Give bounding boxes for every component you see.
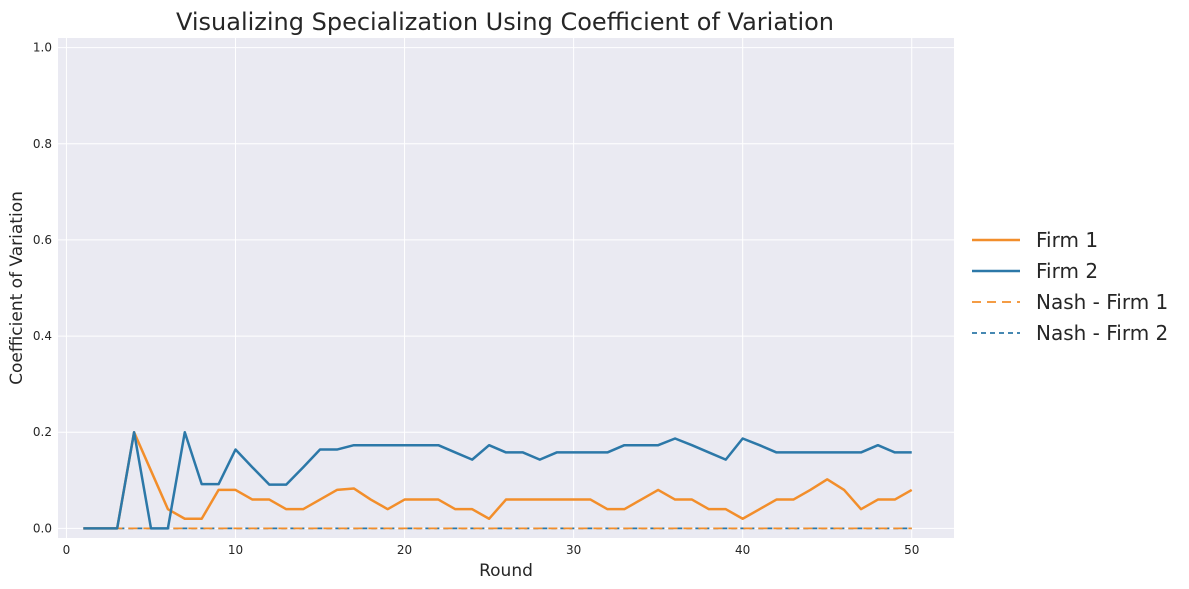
y-tick-label: 1.0 [33, 41, 52, 55]
x-tick-label: 20 [397, 543, 412, 557]
series-lines [83, 430, 913, 530]
x-tick-label: 0 [63, 543, 71, 557]
plot-area [58, 38, 954, 538]
legend-label: Firm 2 [1036, 259, 1098, 283]
series-line-firm-1 [83, 430, 913, 530]
y-tick-label: 0.6 [33, 233, 52, 247]
x-tick-label: 40 [735, 543, 750, 557]
x-tick-label: 30 [566, 543, 581, 557]
y-tick-label: 0.0 [33, 521, 52, 535]
series-line-firm-2 [83, 430, 912, 530]
chart-title: Visualizing Specialization Using Coeffic… [176, 8, 834, 36]
legend-label: Nash - Firm 2 [1036, 321, 1168, 345]
y-tick-label: 0.2 [33, 425, 52, 439]
x-axis-label: Round [479, 561, 533, 581]
x-tick-label: 10 [228, 543, 243, 557]
legend-label: Firm 1 [1036, 228, 1098, 252]
legend: Firm 1 Firm 2 Nash - Firm 1 Nash - Firm 2 [972, 228, 1168, 345]
legend-label: Nash - Firm 1 [1036, 290, 1168, 314]
x-tick-labels: 0 10 20 30 40 50 [63, 543, 920, 557]
y-tick-label: 0.4 [33, 329, 52, 343]
y-tick-label: 0.8 [33, 137, 52, 151]
y-axis-label: Coefficient of Variation [7, 191, 27, 385]
y-tick-labels: 0.0 0.2 0.4 0.6 0.8 1.0 [33, 41, 52, 536]
x-tick-label: 50 [904, 543, 919, 557]
